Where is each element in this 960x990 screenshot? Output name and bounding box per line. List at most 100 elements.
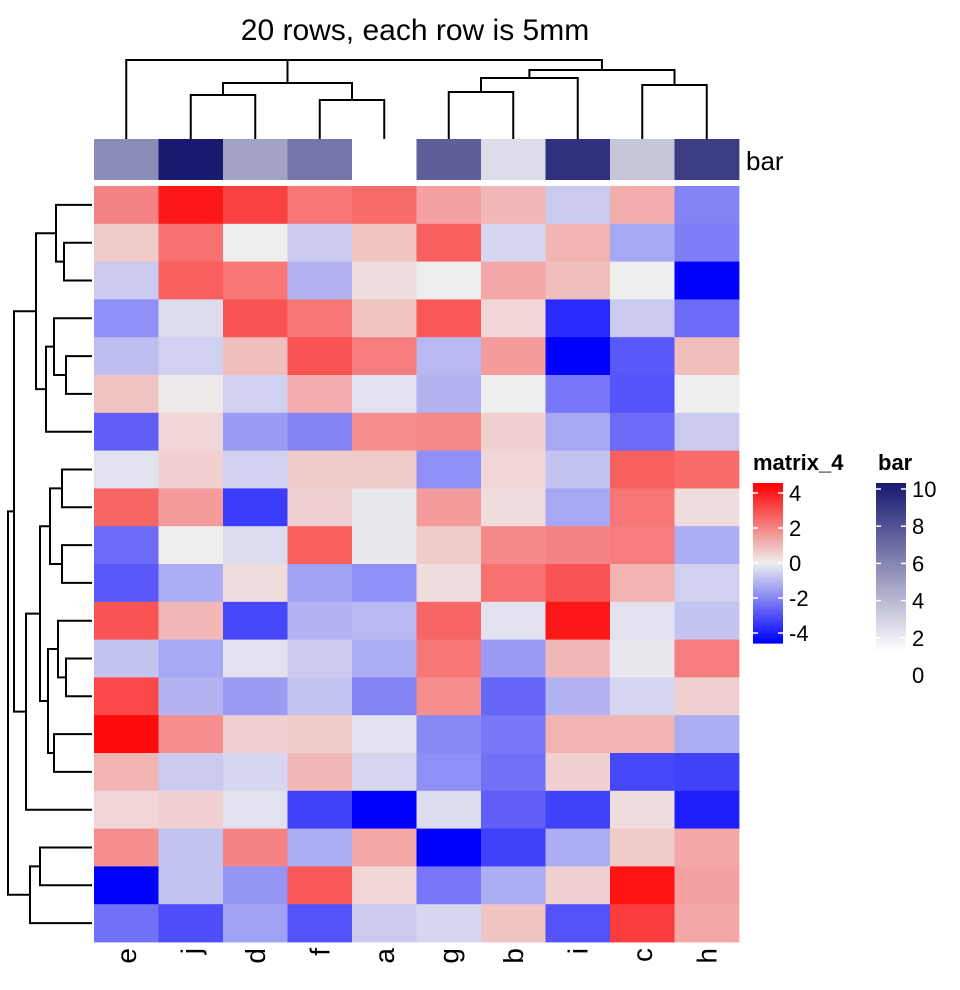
legend-gradient-slice bbox=[753, 569, 783, 572]
legend-gradient-slice bbox=[753, 581, 783, 584]
heatmap-cell bbox=[545, 186, 611, 225]
heatmap-cell bbox=[223, 223, 288, 262]
legend-gradient-slice bbox=[876, 527, 906, 531]
heatmap-cell bbox=[416, 186, 482, 225]
legend-gradient-slice bbox=[876, 582, 906, 586]
legend-tick-label: 2 bbox=[912, 626, 924, 651]
legend-gradient-slice bbox=[753, 537, 783, 540]
heatmap-cell bbox=[158, 488, 224, 527]
heatmap-cell bbox=[352, 601, 417, 640]
heatmap-cell bbox=[352, 526, 417, 565]
dendrogram-link bbox=[7, 510, 30, 896]
legend-gradient-slice bbox=[753, 519, 783, 522]
dendrogram-link bbox=[125, 59, 445, 139]
heatmap-cell bbox=[481, 186, 546, 225]
dendrogram-link bbox=[189, 94, 257, 139]
legend-gradient-slice bbox=[876, 508, 906, 512]
heatmap-cell bbox=[223, 564, 288, 603]
heatmap-cell bbox=[674, 450, 740, 489]
dendrogram-link bbox=[57, 619, 92, 679]
heatmap-cell bbox=[352, 223, 417, 262]
heatmap-cell bbox=[352, 904, 417, 943]
heatmap-cell bbox=[223, 866, 288, 905]
dendrogram-link bbox=[641, 84, 708, 139]
heatmap-cell bbox=[674, 261, 740, 300]
heatmap-cell bbox=[416, 715, 482, 754]
heatmap-cell bbox=[481, 261, 546, 300]
legend-gradient-slice bbox=[876, 625, 906, 629]
bar-annotation-cell bbox=[223, 139, 288, 180]
legend-gradient-slice bbox=[876, 559, 906, 563]
heatmap-cell bbox=[481, 790, 546, 829]
heatmap-cell bbox=[416, 261, 482, 300]
heatmap-cell bbox=[674, 866, 740, 905]
legend-gradient-slice bbox=[753, 487, 783, 490]
heatmap-cell bbox=[94, 564, 159, 603]
legend-gradient-slice bbox=[753, 485, 783, 488]
heatmap-cell bbox=[94, 223, 159, 262]
column-label: b bbox=[498, 948, 529, 964]
heatmap-cell bbox=[610, 450, 675, 489]
heatmap-cell bbox=[287, 866, 353, 905]
dendrogram-link bbox=[222, 82, 353, 100]
legend-gradient-slice bbox=[876, 591, 906, 595]
legend-gradient-slice bbox=[753, 555, 783, 558]
column-label: g bbox=[433, 948, 464, 964]
legend-tick-label: 10 bbox=[912, 477, 936, 502]
heatmap-cell bbox=[94, 450, 159, 489]
legend-gradient-slice bbox=[876, 644, 906, 648]
legend-gradient-slice bbox=[753, 499, 783, 502]
heatmap-cell bbox=[158, 223, 224, 262]
legend-tick-label: 6 bbox=[912, 551, 924, 576]
bar-annotation-cell bbox=[158, 139, 224, 180]
legend-gradient-slice bbox=[753, 637, 783, 640]
column-label: h bbox=[691, 948, 722, 964]
heatmap-cell bbox=[287, 223, 353, 262]
heatmap-cell bbox=[416, 412, 482, 451]
column-label: e bbox=[111, 948, 142, 964]
legend-gradient-slice bbox=[876, 502, 906, 505]
heatmap-cell bbox=[158, 337, 224, 376]
bar-annotation-cell bbox=[352, 139, 417, 180]
legend-gradient-slice bbox=[753, 597, 783, 600]
heatmap-cell bbox=[94, 488, 159, 527]
legend-gradient-slice bbox=[876, 602, 906, 605]
legend-gradient-slice bbox=[753, 521, 783, 524]
legend-gradient-slice bbox=[753, 491, 783, 494]
legend-gradient-slice bbox=[753, 543, 783, 546]
heatmap-cell bbox=[158, 375, 224, 414]
column-dendrogram bbox=[125, 59, 708, 139]
legend-gradient-slice bbox=[876, 570, 906, 573]
legend-gradient-slice bbox=[876, 500, 906, 503]
heatmap-cell bbox=[481, 639, 546, 678]
heatmap-cell bbox=[481, 375, 546, 414]
heatmap-cell bbox=[545, 601, 611, 640]
heatmap-cell bbox=[94, 375, 159, 414]
heatmap-cell bbox=[223, 639, 288, 678]
heatmap-cell bbox=[545, 299, 611, 338]
heatmap-cell bbox=[481, 715, 546, 754]
heatmap-cell bbox=[94, 337, 159, 376]
legend-gradient-slice bbox=[876, 597, 906, 601]
heatmap-cell bbox=[545, 904, 611, 943]
heatmap-cell bbox=[416, 337, 482, 376]
legend-gradient-slice bbox=[876, 589, 906, 592]
legend-gradient-slice bbox=[876, 487, 906, 490]
legend-gradient-slice bbox=[753, 603, 783, 606]
heatmap-cell bbox=[610, 375, 675, 414]
legend-gradient-slice bbox=[876, 593, 906, 597]
legend-gradient-slice bbox=[753, 601, 783, 604]
legend-gradient-slice bbox=[753, 633, 783, 636]
legend-gradient-slice bbox=[876, 519, 906, 522]
legend-tick-label: 2 bbox=[789, 516, 801, 541]
legend-gradient-slice bbox=[753, 503, 783, 506]
heatmap-cell bbox=[674, 753, 740, 792]
heatmap-cell bbox=[94, 790, 159, 829]
heatmap-cell bbox=[94, 828, 159, 867]
legend-gradient-slice bbox=[876, 633, 906, 637]
dendrogram-link bbox=[63, 241, 92, 282]
heatmap-cell bbox=[94, 261, 159, 300]
legend-gradient-slice bbox=[753, 513, 783, 516]
legend-gradient-slice bbox=[753, 571, 783, 574]
